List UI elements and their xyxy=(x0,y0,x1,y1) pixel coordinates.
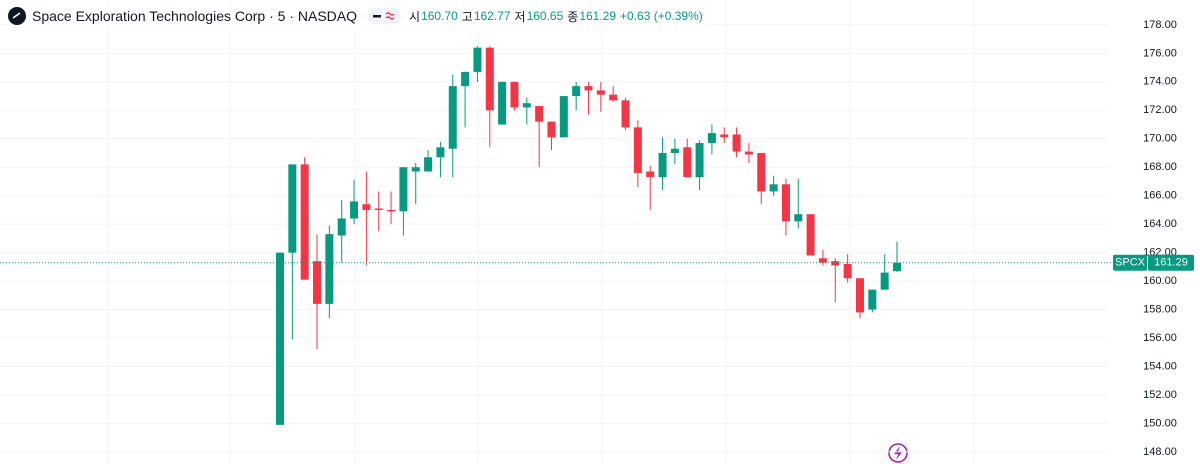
high-value: 162.77 xyxy=(473,9,511,23)
candle-body xyxy=(325,234,334,304)
candle-body xyxy=(436,147,445,158)
candle-body xyxy=(473,47,482,72)
y-tick-label: 172.00 xyxy=(1143,104,1177,116)
candle-body xyxy=(313,261,322,304)
candle-body xyxy=(337,218,346,236)
candle-body xyxy=(559,96,568,138)
candle-body xyxy=(411,167,420,172)
candle-body xyxy=(893,262,901,272)
price-tag xyxy=(1148,254,1194,271)
symbol-tag xyxy=(1113,254,1147,271)
y-tick-label: 160.00 xyxy=(1143,275,1177,287)
y-tick-label: 158.00 xyxy=(1143,303,1177,315)
low-label: 저 xyxy=(514,9,526,24)
candle-body xyxy=(646,171,655,178)
y-tick-label: 166.00 xyxy=(1143,190,1177,202)
low-value: 160.65 xyxy=(526,9,564,23)
candle-body xyxy=(695,143,704,178)
v-grid xyxy=(107,0,975,464)
candle-body xyxy=(584,86,593,91)
y-tick-label: 164.00 xyxy=(1143,218,1177,230)
y-tick-label: 176.00 xyxy=(1143,47,1177,59)
candle-body xyxy=(720,134,729,138)
high-label: 고 xyxy=(461,9,473,24)
candle-body xyxy=(794,214,803,222)
candle-body xyxy=(510,81,519,108)
y-tick-label: 148.00 xyxy=(1143,446,1177,458)
candle-body xyxy=(547,121,556,138)
candle-body xyxy=(387,209,396,212)
candle-body xyxy=(300,164,309,280)
candle-body xyxy=(399,167,408,212)
candle-body xyxy=(707,133,716,144)
toggle-pill[interactable] xyxy=(367,7,402,25)
candle-body xyxy=(522,103,531,108)
close-label: 종 xyxy=(567,9,579,24)
title[interactable]: Space Exploration Technologies Corp · 5 … xyxy=(32,8,358,24)
candle-body xyxy=(732,134,741,152)
candle-body xyxy=(350,201,359,219)
bolt[interactable] xyxy=(894,446,902,460)
candle-body xyxy=(843,264,852,279)
candle-body xyxy=(276,252,284,425)
change: +0.63 (+0.39%) xyxy=(620,9,703,23)
candle-body xyxy=(658,153,667,178)
price-label: 161.29 xyxy=(1154,257,1188,269)
candle-body xyxy=(868,289,877,310)
candle-body xyxy=(806,214,815,256)
y-tick-label: 168.00 xyxy=(1143,161,1177,173)
candle-body xyxy=(609,94,618,101)
y-tick-label: 154.00 xyxy=(1143,360,1177,372)
bolt-circle[interactable] xyxy=(888,443,908,463)
logo[interactable] xyxy=(8,7,26,25)
candle-body xyxy=(683,147,692,178)
candle-body xyxy=(880,272,889,290)
candle-body xyxy=(362,204,371,210)
candle-body xyxy=(485,47,494,111)
candle-body xyxy=(818,258,827,263)
y-tick-label: 174.00 xyxy=(1143,76,1177,88)
y-tick-label: 150.00 xyxy=(1143,417,1177,429)
candle-body xyxy=(374,208,383,210)
candle-body xyxy=(461,71,470,87)
candle-body xyxy=(596,90,605,95)
candle-body xyxy=(855,278,864,313)
candle-body xyxy=(831,261,840,266)
candle-body xyxy=(769,184,778,192)
candle-body xyxy=(572,86,581,97)
candle-body xyxy=(424,157,433,172)
open-value: 160.70 xyxy=(421,9,458,23)
candle-body xyxy=(498,81,507,125)
candle-body xyxy=(288,164,297,253)
open-label: 시 xyxy=(409,9,421,24)
candle-body xyxy=(633,127,642,173)
header: Space Exploration Technologies Corp · 5 … xyxy=(8,5,707,27)
candle-body xyxy=(448,86,457,149)
candle-body xyxy=(621,100,630,128)
candle-body xyxy=(535,106,544,122)
candle-body xyxy=(670,148,679,154)
candle-body xyxy=(781,184,790,222)
candle-body xyxy=(744,151,753,155)
y-tick-label: 152.00 xyxy=(1143,389,1177,401)
y-tick-label: 156.00 xyxy=(1143,332,1177,344)
bolt-icon[interactable] xyxy=(888,443,908,463)
close-value: 161.29 xyxy=(579,9,617,23)
symbol-label: SPCX xyxy=(1115,257,1146,269)
candle-body xyxy=(757,153,766,192)
y-tick-label: 170.00 xyxy=(1143,133,1177,145)
y-tick-label: 178.00 xyxy=(1143,19,1177,31)
